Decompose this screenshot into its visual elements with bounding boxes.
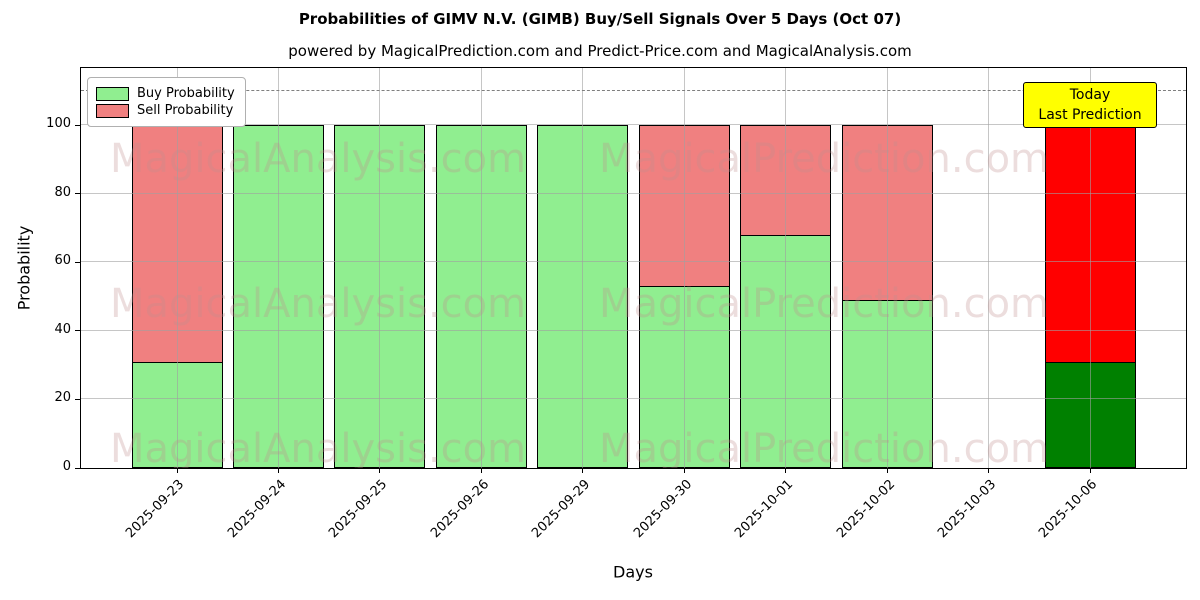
x-tick-mark: [988, 469, 990, 473]
x-tick-label: 2025-09-29: [529, 477, 594, 542]
chart-subtitle: powered by MagicalPrediction.com and Pre…: [288, 42, 912, 60]
y-tick-mark: [75, 467, 80, 469]
x-tick-mark: [582, 469, 584, 473]
watermark-text: MagicalPrediction.com: [599, 136, 1049, 182]
today-annotation-line1: Today: [1069, 87, 1111, 103]
x-tick-mark: [480, 469, 482, 473]
plot-area: MagicalAnalysis.com MagicalPrediction.com…: [80, 67, 1187, 469]
legend: Buy Probability Sell Probability: [87, 77, 246, 127]
legend-label-sell: Sell Probability: [137, 103, 234, 118]
y-tick-mark: [75, 124, 80, 126]
watermark-text: MagicalPrediction.com: [599, 426, 1049, 469]
x-tick-label: 2025-10-02: [833, 477, 898, 542]
y-tick-mark: [75, 193, 80, 195]
x-tick-mark: [277, 469, 279, 473]
x-tick-label: 2025-09-25: [326, 477, 391, 542]
y-tick-mark: [75, 261, 80, 263]
grid-layer: [81, 68, 1186, 468]
x-tick-mark: [886, 469, 888, 473]
x-tick-label: 2025-10-03: [935, 477, 1000, 542]
v-gridline: [176, 68, 178, 468]
y-tick-label: 0: [62, 459, 71, 474]
x-tick-mark: [1089, 469, 1091, 473]
v-gridline: [785, 68, 787, 468]
h-gridline: [81, 124, 1186, 125]
v-gridline: [683, 68, 685, 468]
v-gridline: [582, 68, 584, 468]
h-gridline: [81, 261, 1186, 263]
chart-title: Probabilities of GIMV N.V. (GIMB) Buy/Se…: [298, 10, 902, 28]
legend-item-sell: Sell Probability: [96, 103, 235, 118]
x-tick-label: 2025-09-24: [225, 477, 290, 542]
x-tick-mark: [379, 469, 381, 473]
x-tick-mark: [176, 469, 178, 473]
x-axis-title: Days: [613, 562, 653, 582]
threshold-dashed-line: [81, 90, 1186, 91]
x-tick-label: 2025-09-26: [427, 477, 492, 542]
x-tick-mark: [785, 469, 787, 473]
y-tick-label: 20: [54, 390, 71, 406]
h-gridline: [81, 398, 1186, 400]
today-annotation: Today Last Prediction: [1023, 82, 1157, 128]
x-tick-label: 2025-10-01: [732, 477, 797, 542]
v-gridline: [1089, 68, 1091, 468]
x-tick-label: 2025-09-23: [123, 477, 188, 542]
v-gridline: [277, 68, 279, 468]
watermark-text: MagicalPrediction.com: [599, 281, 1049, 327]
buy-probability-swatch: [96, 86, 129, 101]
v-gridline: [988, 68, 990, 468]
legend-label-buy: Buy Probability: [137, 86, 235, 101]
y-tick-mark: [75, 330, 80, 332]
watermark-text: MagicalAnalysis.com: [110, 426, 527, 469]
watermark-layer: MagicalAnalysis.com MagicalPrediction.com…: [81, 68, 1186, 468]
sell-probability-swatch: [96, 103, 129, 118]
y-tick-label: 60: [54, 253, 71, 269]
watermark-text: MagicalAnalysis.com: [110, 281, 527, 327]
watermark-text: MagicalAnalysis.com: [110, 136, 527, 182]
y-tick-label: 40: [54, 321, 71, 337]
today-annotation-line2: Last Prediction: [1038, 107, 1142, 123]
y-tick-label: 100: [46, 116, 71, 131]
legend-item-buy: Buy Probability: [96, 86, 235, 101]
v-gridline: [379, 68, 381, 468]
x-tick-label: 2025-09-30: [630, 477, 695, 542]
y-tick-label: 80: [54, 184, 71, 200]
v-gridline: [480, 68, 482, 468]
y-tick-mark: [75, 398, 80, 400]
v-gridline: [886, 68, 888, 468]
x-tick-label: 2025-10-06: [1036, 477, 1101, 542]
h-gridline: [81, 329, 1186, 331]
h-gridline: [81, 192, 1186, 194]
x-tick-mark: [683, 469, 685, 473]
